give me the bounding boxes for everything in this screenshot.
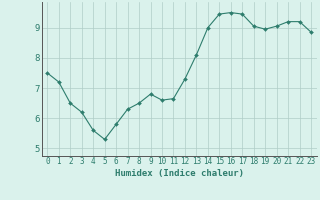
X-axis label: Humidex (Indice chaleur): Humidex (Indice chaleur) (115, 169, 244, 178)
